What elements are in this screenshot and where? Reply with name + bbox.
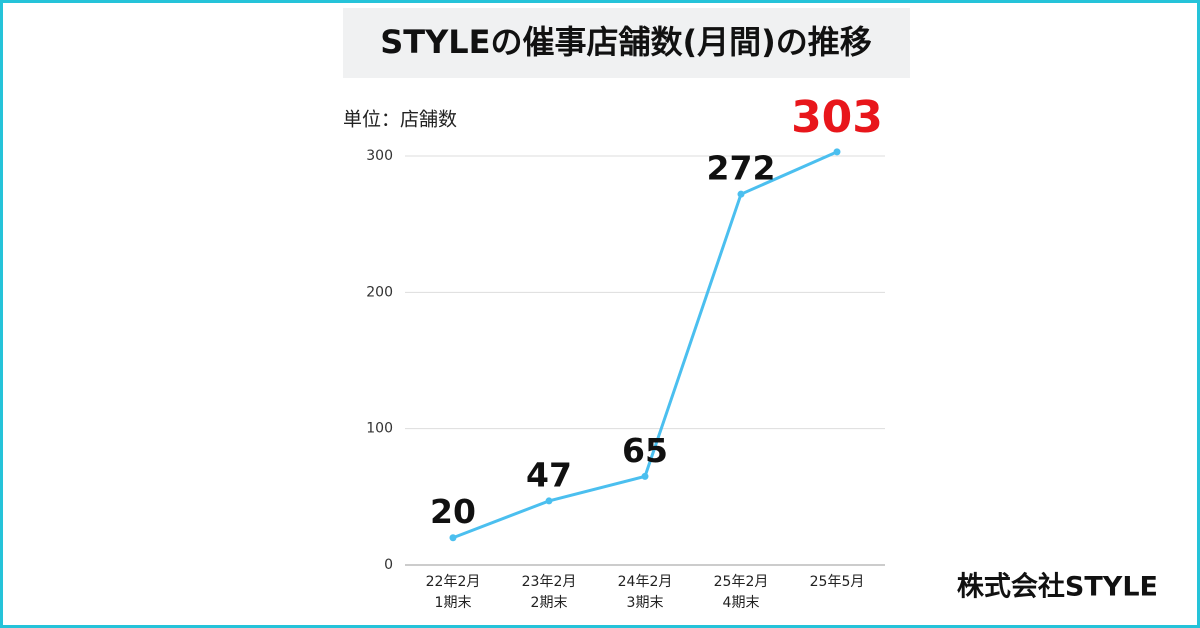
y-tick-label: 0 [384,557,393,573]
value-label: 65 [622,431,668,470]
point [545,497,553,505]
x-tick-label: 25年2月 [714,574,769,590]
point [449,534,457,542]
y-tick-label: 100 [366,421,393,437]
x-tick-label: 22年2月 [426,574,481,590]
y-tick-label: 200 [366,284,393,300]
point [833,148,841,156]
chart-title: STYLEの催事店舗数(月間)の推移 [380,23,872,61]
point [641,472,649,480]
x-tick-label: 24年2月 [618,574,673,590]
x-tick-label: 1期末 [435,595,472,611]
x-tick-label: 4期末 [723,595,760,611]
footer: 株式会社STYLE [957,571,1158,603]
value-label: 303 [791,92,883,143]
x-tick-label: 23年2月 [522,574,577,590]
value-label: 47 [526,455,572,494]
point [737,190,745,198]
x-tick-label: 3期末 [627,595,664,611]
y-tick-label: 300 [366,148,393,164]
x-tick-label: 25年5月 [810,574,865,590]
value-label: 272 [707,149,776,188]
x-tick-label: 2期末 [531,595,568,611]
value-label: 20 [430,492,476,531]
title-box [343,8,910,78]
unit-label: 単位：店舗数 [343,109,457,131]
